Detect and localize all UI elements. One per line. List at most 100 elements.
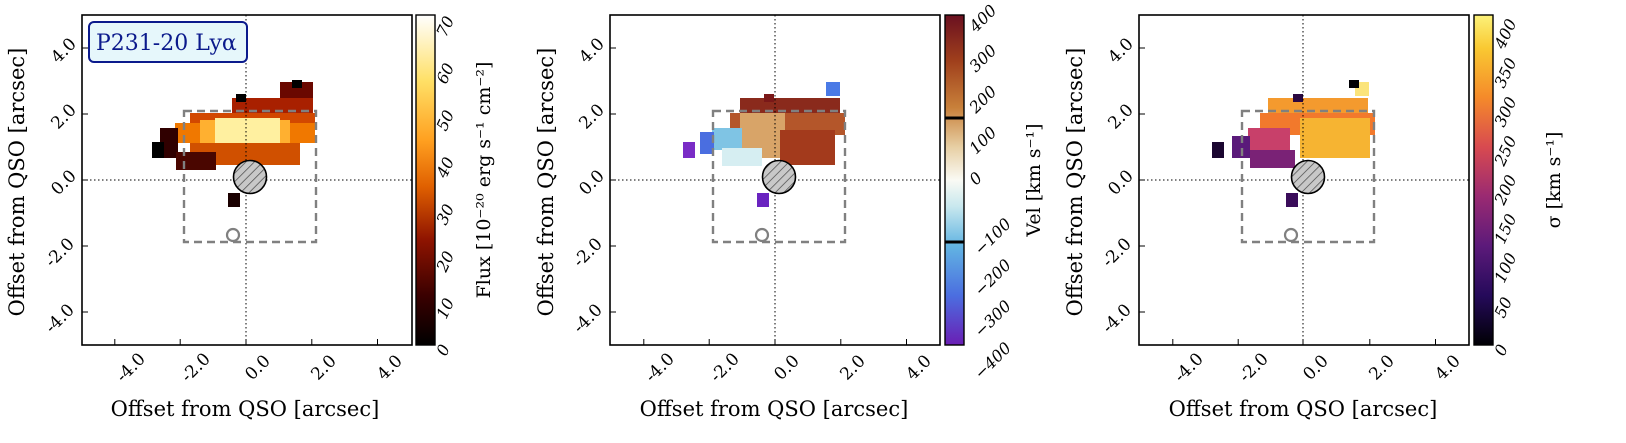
- beam-hatched-circle: [761, 159, 797, 195]
- map-pixel: [232, 98, 313, 113]
- colorbar-tick-label: 400: [1490, 16, 1521, 53]
- panel-title: P231-20 Lyα: [96, 31, 237, 56]
- colorbar-label: Vel [km s⁻¹]: [1023, 123, 1045, 237]
- colorbar-tick-label: 20: [432, 248, 458, 275]
- y-tick-label: -2.0: [1098, 234, 1135, 271]
- beam-hatched-circle: [232, 159, 268, 195]
- colorbar-tick-label: −100: [970, 214, 1015, 259]
- colorbar-label: Flux [10⁻²⁰ erg s⁻¹ cm⁻²]: [473, 62, 495, 299]
- colorbar-tick-label: −400: [970, 338, 1015, 383]
- x-tick-label: -4.0: [112, 349, 149, 386]
- velocity-map-pixels: [683, 82, 845, 207]
- contour-outline: [754, 227, 770, 243]
- colorbar-tick-label: 0: [432, 341, 454, 358]
- colorbar-tick-label: 60: [432, 60, 458, 86]
- y-tick-label: -2.0: [41, 234, 78, 271]
- x-axis-label: Offset from QSO [arcsec]: [111, 397, 380, 421]
- y-tick-label: -2.0: [569, 234, 606, 271]
- map-pixel: [700, 132, 714, 154]
- y-tick-label: 2.0: [575, 100, 608, 133]
- x-tick-label: 0.0: [241, 351, 274, 384]
- x-tick-label: -2.0: [706, 349, 743, 386]
- y-tick-label: -4.0: [41, 300, 78, 337]
- map-pixel: [292, 80, 302, 88]
- colorbar-tick-label: 150: [1490, 211, 1520, 247]
- map-pixel: [1286, 193, 1298, 207]
- x-tick-label: 4.0: [373, 351, 406, 384]
- x-tick-label: 0.0: [770, 351, 803, 384]
- x-tick-label: 2.0: [307, 351, 340, 384]
- title-box: P231-20 Lyα: [88, 21, 248, 63]
- y-tick-label: 2.0: [1104, 100, 1137, 133]
- colorbar-tick-label: −300: [970, 296, 1015, 341]
- colorbar-tick-label: 350: [1490, 55, 1520, 91]
- map-pixel: [160, 128, 178, 158]
- x-tick-label: 2.0: [836, 351, 869, 384]
- map-pixel: [190, 143, 300, 165]
- colorbar-ticks: −400 −300 −200 −100 0 100 200 300 400: [965, 1, 1015, 383]
- y-axis-label: Offset from QSO [arcsec]: [534, 48, 558, 317]
- y-tick-label: 4.0: [575, 34, 608, 67]
- y-ticks: 4.0 2.0 0.0 -2.0 -4.0: [1098, 34, 1145, 338]
- reference-dashed-box: [711, 109, 847, 244]
- colorbar-tick-label: 50: [1490, 294, 1516, 320]
- x-ticks: -4.0 -2.0 0.0 2.0 4.0: [112, 339, 407, 387]
- contour-outline: [225, 227, 241, 243]
- colorbar-tick-label: 300: [965, 41, 1000, 76]
- colorbar-tick-label: 100: [1490, 250, 1520, 286]
- colorbar-ticks: 0 50 100 150 200 250 300 350 400: [1490, 16, 1521, 359]
- reference-dashed-box: [182, 109, 318, 244]
- title-box-frame: [88, 21, 248, 63]
- colorbar-dispersion: 0 50 100 150 200 250 300 350 400 σ [km s…: [1473, 14, 1565, 359]
- y-tick-label: 0.0: [47, 166, 80, 199]
- map-pixel: [826, 82, 840, 96]
- x-tick-label: 4.0: [1431, 351, 1464, 384]
- colorbar-label: σ [km s⁻¹]: [1543, 132, 1565, 229]
- map-pixel: [280, 82, 313, 98]
- map-pixel: [1293, 94, 1303, 102]
- y-ticks: 4.0 2.0 0.0 -2.0 -4.0: [569, 34, 616, 338]
- x-tick-label: -4.0: [1170, 349, 1207, 386]
- map-pixel: [228, 193, 240, 207]
- y-axis-label: Offset from QSO [arcsec]: [5, 48, 29, 317]
- x-ticks: -4.0 -2.0 0.0 2.0 4.0: [641, 339, 936, 387]
- x-ticks: -4.0 -2.0 0.0 2.0 4.0: [1170, 339, 1465, 387]
- colorbar-tick-label: 400: [965, 1, 1001, 37]
- y-axis-label: Offset from QSO [arcsec]: [1063, 48, 1087, 317]
- map-pixel: [780, 130, 835, 165]
- map-pixel: [1232, 136, 1250, 158]
- colorbar-tick-label: 0: [1490, 341, 1512, 358]
- map-pixel: [683, 142, 695, 158]
- x-tick-label: -4.0: [641, 349, 678, 386]
- x-tick-label: 0.0: [1299, 351, 1332, 384]
- colorbar-tick-label: 200: [965, 82, 1001, 118]
- x-tick-label: -2.0: [177, 349, 214, 386]
- y-tick-label: 0.0: [1104, 166, 1137, 199]
- colorbar-tick-label: 30: [432, 201, 458, 227]
- panel-velocity: -4.0 -2.0 0.0 2.0 4.0 4.0 2.0 0.0 -2.0 -…: [534, 1, 1045, 421]
- colorbar-ticks: 0 10 20 30 40 50 60 70: [432, 13, 458, 358]
- colorbar-tick-label: 100: [965, 123, 1000, 158]
- reference-dashed-box: [1240, 109, 1376, 244]
- colorbar-tick-label: 300: [1490, 94, 1520, 130]
- colorbar-tick-label: 50: [432, 107, 458, 133]
- colorbar-velocity: −400 −300 −200 −100 0 100 200 300 400 Ve…: [944, 1, 1045, 383]
- y-tick-label: -4.0: [569, 300, 606, 337]
- map-pixel: [757, 193, 769, 207]
- colorbar-tick-label: 200: [1490, 172, 1521, 209]
- contour-outline: [1283, 227, 1299, 243]
- flux-map-pixels: [152, 80, 315, 207]
- panel-dispersion: -4.0 -2.0 0.0 2.0 4.0 4.0 2.0 0.0 -2.0 -…: [1063, 14, 1565, 421]
- y-tick-label: 2.0: [47, 100, 80, 133]
- map-pixel: [1349, 80, 1359, 88]
- colorbar-gradient: [415, 14, 436, 346]
- y-tick-label: 4.0: [47, 34, 80, 67]
- colorbar-tick-label: 70: [432, 13, 458, 39]
- map-pixel: [152, 142, 164, 158]
- map-pixel: [1300, 118, 1370, 158]
- map-pixel: [712, 128, 742, 150]
- colorbar-tick-label: 250: [1490, 133, 1521, 170]
- map-pixel: [764, 94, 774, 102]
- map-pixel: [236, 94, 246, 102]
